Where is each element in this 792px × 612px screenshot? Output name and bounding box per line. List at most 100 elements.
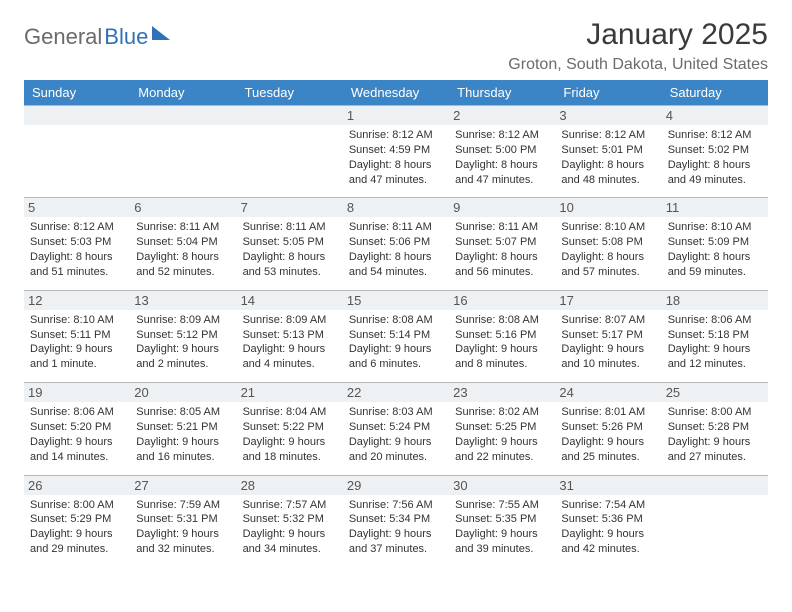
day-details: Sunrise: 8:09 AMSunset: 5:12 PMDaylight:… <box>136 313 230 372</box>
weekday-header: Tuesday <box>237 80 343 106</box>
day-detail-line: Sunrise: 8:08 AM <box>455 313 549 328</box>
day-details: Sunrise: 8:02 AMSunset: 5:25 PMDaylight:… <box>455 405 549 464</box>
day-details: Sunrise: 8:12 AMSunset: 5:03 PMDaylight:… <box>30 220 124 279</box>
day-details: Sunrise: 8:12 AMSunset: 4:59 PMDaylight:… <box>349 128 443 187</box>
day-detail-line: Sunrise: 8:11 AM <box>243 220 337 235</box>
day-number: 30 <box>449 476 555 495</box>
day-detail-line: Daylight: 9 hours <box>455 435 549 450</box>
brand-logo: GeneralBlue <box>24 18 170 50</box>
weekday-header: Monday <box>130 80 236 106</box>
day-detail-line: Daylight: 8 hours <box>455 250 549 265</box>
calendar-week-row: 26Sunrise: 8:00 AMSunset: 5:29 PMDayligh… <box>24 475 768 567</box>
weekday-header: Sunday <box>24 80 130 106</box>
day-details: Sunrise: 8:12 AMSunset: 5:02 PMDaylight:… <box>668 128 762 187</box>
day-detail-line: Daylight: 9 hours <box>243 435 337 450</box>
calendar-day-cell: 5 Sunrise: 8:12 AMSunset: 5:03 PMDaylight… <box>24 198 130 290</box>
day-detail-line: Sunset: 5:00 PM <box>455 143 549 158</box>
day-details: Sunrise: 8:11 AMSunset: 5:05 PMDaylight:… <box>243 220 337 279</box>
day-details: Sunrise: 8:10 AMSunset: 5:09 PMDaylight:… <box>668 220 762 279</box>
page-header: GeneralBlue January 2025 Groton, South D… <box>24 18 768 74</box>
calendar-week-row: 19Sunrise: 8:06 AMSunset: 5:20 PMDayligh… <box>24 383 768 475</box>
day-detail-line: Sunset: 5:06 PM <box>349 235 443 250</box>
day-detail-line: Sunset: 5:09 PM <box>668 235 762 250</box>
day-number: 12 <box>24 291 130 310</box>
day-detail-line: Sunrise: 8:12 AM <box>561 128 655 143</box>
weekday-header: Thursday <box>449 80 555 106</box>
day-detail-line: Sunrise: 8:02 AM <box>455 405 549 420</box>
day-detail-line: Sunrise: 8:12 AM <box>349 128 443 143</box>
day-detail-line: Sunrise: 8:08 AM <box>349 313 443 328</box>
day-detail-line: Sunset: 5:18 PM <box>668 328 762 343</box>
day-number: 9 <box>449 198 555 217</box>
day-number: 22 <box>343 383 449 402</box>
day-number: 8 <box>343 198 449 217</box>
day-number: 25 <box>662 383 768 402</box>
day-detail-line: and 29 minutes. <box>30 542 124 557</box>
day-detail-line: Sunset: 5:07 PM <box>455 235 549 250</box>
calendar-day-cell: 20Sunrise: 8:05 AMSunset: 5:21 PMDayligh… <box>130 383 236 475</box>
day-detail-line: Sunset: 5:36 PM <box>561 512 655 527</box>
day-details: Sunrise: 8:03 AMSunset: 5:24 PMDaylight:… <box>349 405 443 464</box>
calendar-day-cell: 4Sunrise: 8:12 AMSunset: 5:02 PMDaylight… <box>662 106 768 198</box>
day-detail-line: Daylight: 9 hours <box>668 342 762 357</box>
day-detail-line: Sunset: 5:28 PM <box>668 420 762 435</box>
day-number: 18 <box>662 291 768 310</box>
day-number: 5 <box>24 198 130 217</box>
day-details: Sunrise: 7:59 AMSunset: 5:31 PMDaylight:… <box>136 498 230 557</box>
calendar-week-row: ...1Sunrise: 8:12 AMSunset: 4:59 PMDayli… <box>24 106 768 198</box>
brand-part2: Blue <box>104 24 148 50</box>
day-detail-line: Daylight: 9 hours <box>243 342 337 357</box>
month-title: January 2025 <box>508 18 768 52</box>
day-number: 14 <box>237 291 343 310</box>
calendar-day-cell: 22 Sunrise: 8:03 AMSunset: 5:24 PMDayligh… <box>343 383 449 475</box>
day-detail-line: Sunrise: 7:57 AM <box>243 498 337 513</box>
day-number: 11 <box>662 198 768 217</box>
calendar-day-cell: 12Sunrise: 8:10 AMSunset: 5:11 PMDayligh… <box>24 290 130 382</box>
day-detail-line: and 14 minutes. <box>30 450 124 465</box>
day-detail-line: Sunrise: 8:10 AM <box>30 313 124 328</box>
day-number: . <box>662 476 768 495</box>
day-detail-line: Daylight: 9 hours <box>136 435 230 450</box>
day-details: Sunrise: 8:06 AMSunset: 5:20 PMDaylight:… <box>30 405 124 464</box>
calendar-day-cell: 17Sunrise: 8:07 AMSunset: 5:17 PMDayligh… <box>555 290 661 382</box>
day-detail-line: Sunset: 5:05 PM <box>243 235 337 250</box>
calendar-header-row: Sunday Monday Tuesday Wednesday Thursday… <box>24 80 768 106</box>
calendar-page: GeneralBlue January 2025 Groton, South D… <box>0 0 792 567</box>
day-detail-line: and 59 minutes. <box>668 265 762 280</box>
day-details: Sunrise: 8:11 AMSunset: 5:07 PMDaylight:… <box>455 220 549 279</box>
calendar-body: ...1Sunrise: 8:12 AMSunset: 4:59 PMDayli… <box>24 106 768 567</box>
day-detail-line: Daylight: 8 hours <box>668 158 762 173</box>
calendar-day-cell: 10Sunrise: 8:10 AMSunset: 5:08 PMDayligh… <box>555 198 661 290</box>
day-details: Sunrise: 8:08 AMSunset: 5:14 PMDaylight:… <box>349 313 443 372</box>
day-detail-line: and 2 minutes. <box>136 357 230 372</box>
day-detail-line: Sunset: 5:21 PM <box>136 420 230 435</box>
day-detail-line: and 18 minutes. <box>243 450 337 465</box>
day-detail-line: Sunrise: 7:54 AM <box>561 498 655 513</box>
day-detail-line: and 22 minutes. <box>455 450 549 465</box>
calendar-day-cell: 13 Sunrise: 8:09 AMSunset: 5:12 PMDayligh… <box>130 290 236 382</box>
calendar-day-cell: 24Sunrise: 8:01 AMSunset: 5:26 PMDayligh… <box>555 383 661 475</box>
day-detail-line: Sunset: 5:01 PM <box>561 143 655 158</box>
day-detail-line: Sunrise: 8:12 AM <box>455 128 549 143</box>
day-detail-line: and 4 minutes. <box>243 357 337 372</box>
day-detail-line: and 25 minutes. <box>561 450 655 465</box>
day-number: . <box>24 106 130 125</box>
calendar-day-cell: . <box>237 106 343 198</box>
day-detail-line: Sunset: 5:25 PM <box>455 420 549 435</box>
day-detail-line: Daylight: 9 hours <box>30 527 124 542</box>
calendar-day-cell: 23Sunrise: 8:02 AMSunset: 5:25 PMDayligh… <box>449 383 555 475</box>
day-detail-line: Sunrise: 7:59 AM <box>136 498 230 513</box>
day-detail-line: Sunset: 5:04 PM <box>136 235 230 250</box>
day-detail-line: Sunset: 5:14 PM <box>349 328 443 343</box>
day-detail-line: Sunset: 5:13 PM <box>243 328 337 343</box>
day-detail-line: and 42 minutes. <box>561 542 655 557</box>
calendar-day-cell: 31Sunrise: 7:54 AMSunset: 5:36 PMDayligh… <box>555 475 661 567</box>
calendar-day-cell: 6Sunrise: 8:11 AMSunset: 5:04 PMDaylight… <box>130 198 236 290</box>
day-details: Sunrise: 7:57 AMSunset: 5:32 PMDaylight:… <box>243 498 337 557</box>
day-detail-line: Daylight: 8 hours <box>349 158 443 173</box>
day-number: 13 <box>130 291 236 310</box>
calendar-table: Sunday Monday Tuesday Wednesday Thursday… <box>24 80 768 567</box>
day-details: Sunrise: 8:11 AMSunset: 5:06 PMDaylight:… <box>349 220 443 279</box>
day-detail-line: Sunrise: 7:55 AM <box>455 498 549 513</box>
day-detail-line: Daylight: 9 hours <box>30 435 124 450</box>
